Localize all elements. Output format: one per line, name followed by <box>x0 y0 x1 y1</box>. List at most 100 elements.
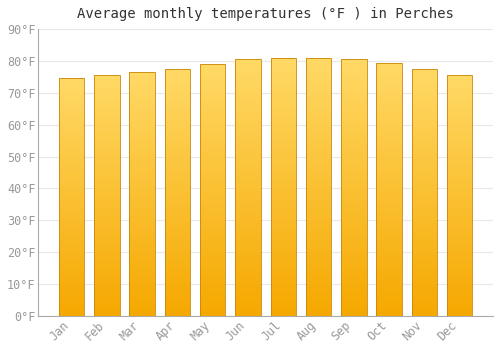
Bar <box>447 265 472 268</box>
Bar <box>94 87 120 90</box>
Bar <box>164 281 190 284</box>
Bar <box>341 118 366 121</box>
Bar <box>59 90 84 93</box>
Bar <box>164 296 190 299</box>
Bar <box>270 220 296 223</box>
Bar <box>412 146 437 148</box>
Bar <box>164 284 190 286</box>
Bar <box>59 174 84 176</box>
Bar <box>447 239 472 241</box>
Bar <box>59 197 84 199</box>
Bar <box>306 187 332 189</box>
Bar <box>341 70 366 72</box>
Bar <box>447 164 472 167</box>
Bar <box>59 252 84 254</box>
Bar <box>200 112 226 114</box>
Bar <box>130 94 155 97</box>
Bar <box>94 251 120 253</box>
Bar <box>447 85 472 87</box>
Bar <box>447 172 472 174</box>
Bar <box>94 167 120 169</box>
Bar <box>412 74 437 76</box>
Bar <box>94 239 120 241</box>
Bar <box>376 141 402 144</box>
Bar <box>412 222 437 225</box>
Bar <box>94 75 120 78</box>
Bar <box>306 159 332 161</box>
Bar <box>306 200 332 202</box>
Bar <box>200 228 226 230</box>
Bar <box>94 80 120 83</box>
Bar <box>200 99 226 102</box>
Bar <box>236 95 260 98</box>
Bar <box>130 153 155 155</box>
Bar <box>447 203 472 205</box>
Bar <box>236 64 260 67</box>
Bar <box>164 222 190 225</box>
Bar <box>341 134 366 136</box>
Bar <box>270 231 296 233</box>
Bar <box>447 256 472 258</box>
Bar <box>306 78 332 81</box>
Bar <box>376 220 402 222</box>
Bar <box>412 177 437 180</box>
Bar <box>59 86 84 88</box>
Bar <box>376 154 402 156</box>
Bar <box>447 97 472 99</box>
Bar <box>94 162 120 164</box>
Bar <box>270 73 296 76</box>
Bar <box>270 233 296 236</box>
Bar <box>447 246 472 248</box>
Bar <box>447 198 472 201</box>
Bar <box>164 126 190 128</box>
Bar <box>94 241 120 244</box>
Bar <box>59 107 84 109</box>
Bar <box>306 151 332 153</box>
Bar <box>200 314 226 316</box>
Bar <box>200 132 226 135</box>
Bar <box>412 163 437 165</box>
Bar <box>130 79 155 82</box>
Bar <box>447 270 472 273</box>
Bar <box>94 275 120 278</box>
Bar <box>412 202 437 205</box>
Bar <box>341 195 366 198</box>
Bar <box>447 224 472 227</box>
Bar <box>341 259 366 262</box>
Bar <box>270 282 296 285</box>
Bar <box>376 265 402 268</box>
Bar <box>94 143 120 145</box>
Bar <box>341 218 366 221</box>
Bar <box>236 182 260 185</box>
Bar <box>341 111 366 113</box>
Bar <box>130 72 155 316</box>
Bar <box>306 125 332 127</box>
Bar <box>447 150 472 152</box>
Bar <box>164 71 190 74</box>
Bar <box>200 177 226 180</box>
Bar <box>130 199 155 201</box>
Bar <box>376 131 402 133</box>
Bar <box>270 127 296 130</box>
Bar <box>200 110 226 112</box>
Bar <box>236 134 260 136</box>
Bar <box>200 251 226 253</box>
Bar <box>341 231 366 234</box>
Bar <box>164 121 190 123</box>
Bar <box>59 128 84 131</box>
Bar <box>164 81 190 84</box>
Bar <box>341 236 366 239</box>
Bar <box>306 117 332 120</box>
Bar <box>94 119 120 121</box>
Bar <box>412 89 437 91</box>
Bar <box>412 212 437 215</box>
Bar <box>130 131 155 133</box>
Bar <box>376 159 402 161</box>
Bar <box>164 234 190 237</box>
Bar <box>412 118 437 121</box>
Bar <box>270 249 296 251</box>
Bar <box>306 236 332 238</box>
Bar <box>94 116 120 119</box>
Bar <box>164 153 190 155</box>
Bar <box>376 172 402 174</box>
